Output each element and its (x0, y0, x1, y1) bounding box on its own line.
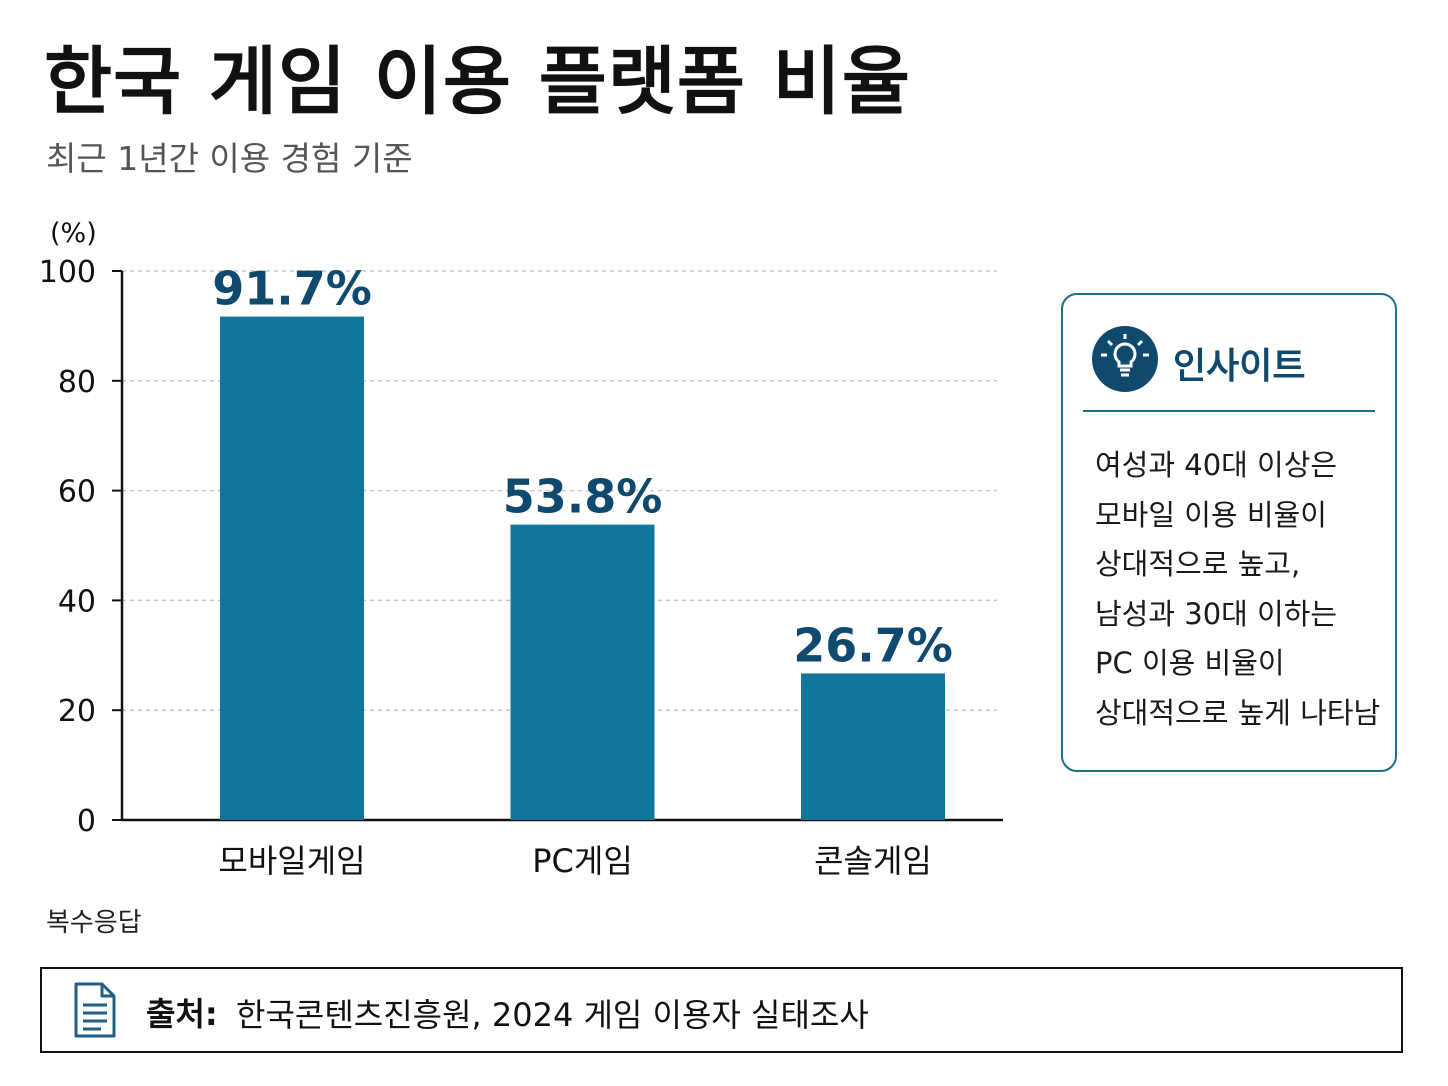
y-tick-label: 80 (58, 365, 96, 400)
insight-line: 상대적으로 높게 나타남 (1095, 695, 1381, 730)
x-category-label: 모바일게임 (218, 842, 365, 880)
insight-text: 여성과 40대 이상은 모바일 이용 비율이 상대적으로 높고, 남성과 30대… (1095, 441, 1380, 738)
bar-value-label: 53.8% (503, 470, 663, 524)
x-category-label: 콘솔게임 (814, 842, 932, 880)
insight-line: PC 이용 비율이 (1095, 646, 1285, 680)
y-tick-label: 40 (58, 584, 96, 619)
bar-2 (510, 524, 655, 820)
y-tick-label: 0 (77, 804, 96, 839)
insight-panel: 인사이트 여성과 40대 이상은 모바일 이용 비율이 상대적으로 높고, 남성… (1061, 293, 1397, 772)
insight-divider (1083, 410, 1375, 412)
y-tick-label: 100 (39, 255, 96, 290)
y-tick-label: 20 (58, 694, 96, 729)
source-box: 출처: 한국콘텐츠진흥원, 2024 게임 이용자 실태조사 (40, 967, 1403, 1053)
insight-line: 남성과 30대 이하는 (1095, 596, 1338, 631)
x-category-label: PC게임 (532, 842, 633, 880)
bar-3 (801, 673, 945, 820)
y-tick-label: 60 (58, 475, 96, 510)
bar-value-label: 91.7% (212, 262, 372, 316)
source-text: 한국콘텐츠진흥원, 2024 게임 이용자 실태조사 (236, 996, 869, 1034)
lightbulb-icon (1092, 326, 1158, 392)
insight-line: 상대적으로 높고, (1095, 547, 1301, 581)
chart-title: 한국 게임 이용 플랫폼 비율 (44, 39, 911, 125)
insight-line: 여성과 40대 이상은 (1095, 448, 1338, 482)
chart-subtitle: 최근 1년간 이용 경험 기준 (46, 139, 413, 178)
bar-value-label: 26.7% (793, 618, 953, 672)
source-label: 출처: (146, 995, 218, 1033)
document-icon (74, 982, 116, 1038)
bar-1 (220, 316, 364, 820)
insight-line: 모바일 이용 비율이 (1095, 497, 1327, 532)
insight-title: 인사이트 (1173, 346, 1306, 387)
y-axis-unit-label: (%) (50, 218, 97, 249)
bar-chart: (%) 0 20 40 60 80 100 91.7% 모바일게임 53.8% PC게임 26.7% 콘… (39, 218, 1003, 880)
footnote-multiple-response: 복수응답 (46, 908, 142, 938)
